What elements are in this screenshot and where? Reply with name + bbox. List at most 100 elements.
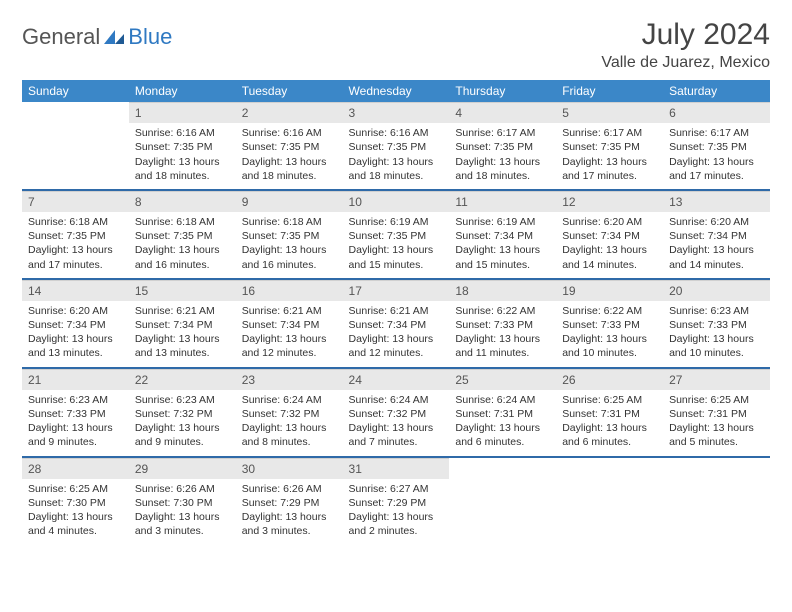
day-body: Sunrise: 6:20 AMSunset: 7:34 PMDaylight:… xyxy=(556,212,663,278)
sunset-text: Sunset: 7:34 PM xyxy=(349,318,444,332)
daylight-line2: and 2 minutes. xyxy=(349,524,444,538)
day-header: Thursday xyxy=(449,80,556,102)
sunset-text: Sunset: 7:35 PM xyxy=(669,140,764,154)
sunrise-text: Sunrise: 6:25 AM xyxy=(28,482,123,496)
day-number-cell: 3 xyxy=(343,102,450,123)
day-number-cell: 24 xyxy=(343,368,450,390)
sunset-text: Sunset: 7:35 PM xyxy=(242,140,337,154)
day-body-cell: Sunrise: 6:19 AMSunset: 7:35 PMDaylight:… xyxy=(343,212,450,279)
day-number-cell: 9 xyxy=(236,190,343,212)
day-number-cell: 18 xyxy=(449,279,556,301)
day-number: 3 xyxy=(343,102,450,123)
sunrise-text: Sunrise: 6:19 AM xyxy=(349,215,444,229)
day-number: 23 xyxy=(236,369,343,390)
day-body-cell: Sunrise: 6:22 AMSunset: 7:33 PMDaylight:… xyxy=(556,301,663,368)
day-body: Sunrise: 6:23 AMSunset: 7:33 PMDaylight:… xyxy=(663,301,770,367)
day-body: Sunrise: 6:17 AMSunset: 7:35 PMDaylight:… xyxy=(663,123,770,189)
daylight-line1: Daylight: 13 hours xyxy=(349,155,444,169)
day-body: Sunrise: 6:21 AMSunset: 7:34 PMDaylight:… xyxy=(343,301,450,367)
page-header: General Blue July 2024 Valle de Juarez, … xyxy=(22,18,770,72)
day-number-cell: 26 xyxy=(556,368,663,390)
week-number-row: 14151617181920 xyxy=(22,279,770,301)
day-body: Sunrise: 6:19 AMSunset: 7:35 PMDaylight:… xyxy=(343,212,450,278)
daylight-line1: Daylight: 13 hours xyxy=(135,155,230,169)
sunrise-text: Sunrise: 6:26 AM xyxy=(242,482,337,496)
day-number-cell xyxy=(449,457,556,479)
day-body xyxy=(556,479,663,537)
day-header-row: Sunday Monday Tuesday Wednesday Thursday… xyxy=(22,80,770,102)
sunrise-text: Sunrise: 6:25 AM xyxy=(669,393,764,407)
day-number-cell: 11 xyxy=(449,190,556,212)
day-number-cell: 29 xyxy=(129,457,236,479)
day-body: Sunrise: 6:22 AMSunset: 7:33 PMDaylight:… xyxy=(556,301,663,367)
sunrise-text: Sunrise: 6:22 AM xyxy=(562,304,657,318)
logo-mark-icon xyxy=(104,26,126,49)
day-body: Sunrise: 6:18 AMSunset: 7:35 PMDaylight:… xyxy=(22,212,129,278)
daylight-line1: Daylight: 13 hours xyxy=(135,332,230,346)
day-number-cell: 1 xyxy=(129,102,236,123)
sunrise-text: Sunrise: 6:20 AM xyxy=(669,215,764,229)
day-number-cell: 15 xyxy=(129,279,236,301)
sunset-text: Sunset: 7:34 PM xyxy=(455,229,550,243)
week-number-row: 78910111213 xyxy=(22,190,770,212)
daylight-line2: and 16 minutes. xyxy=(135,258,230,272)
day-body-cell: Sunrise: 6:18 AMSunset: 7:35 PMDaylight:… xyxy=(129,212,236,279)
day-number: 26 xyxy=(556,369,663,390)
sunrise-text: Sunrise: 6:23 AM xyxy=(135,393,230,407)
day-body-cell: Sunrise: 6:24 AMSunset: 7:32 PMDaylight:… xyxy=(343,390,450,457)
sunset-text: Sunset: 7:29 PM xyxy=(242,496,337,510)
daylight-line1: Daylight: 13 hours xyxy=(135,510,230,524)
daylight-line1: Daylight: 13 hours xyxy=(562,332,657,346)
day-body-cell xyxy=(22,123,129,190)
day-body: Sunrise: 6:24 AMSunset: 7:31 PMDaylight:… xyxy=(449,390,556,456)
day-header: Friday xyxy=(556,80,663,102)
day-number: 17 xyxy=(343,280,450,301)
daylight-line2: and 14 minutes. xyxy=(669,258,764,272)
daylight-line2: and 11 minutes. xyxy=(455,346,550,360)
day-body-cell: Sunrise: 6:16 AMSunset: 7:35 PMDaylight:… xyxy=(129,123,236,190)
title-block: July 2024 Valle de Juarez, Mexico xyxy=(601,18,770,72)
daylight-line1: Daylight: 13 hours xyxy=(28,332,123,346)
daylight-line1: Daylight: 13 hours xyxy=(562,243,657,257)
day-body-cell: Sunrise: 6:22 AMSunset: 7:33 PMDaylight:… xyxy=(449,301,556,368)
day-number: 11 xyxy=(449,191,556,212)
day-number-cell: 7 xyxy=(22,190,129,212)
day-body: Sunrise: 6:19 AMSunset: 7:34 PMDaylight:… xyxy=(449,212,556,278)
day-number: 15 xyxy=(129,280,236,301)
day-body-cell: Sunrise: 6:24 AMSunset: 7:31 PMDaylight:… xyxy=(449,390,556,457)
daylight-line2: and 12 minutes. xyxy=(242,346,337,360)
daylight-line2: and 18 minutes. xyxy=(349,169,444,183)
sunset-text: Sunset: 7:34 PM xyxy=(242,318,337,332)
sunset-text: Sunset: 7:29 PM xyxy=(349,496,444,510)
week-body-row: Sunrise: 6:23 AMSunset: 7:33 PMDaylight:… xyxy=(22,390,770,457)
daylight-line1: Daylight: 13 hours xyxy=(455,421,550,435)
day-number-cell: 2 xyxy=(236,102,343,123)
day-body: Sunrise: 6:24 AMSunset: 7:32 PMDaylight:… xyxy=(236,390,343,456)
day-body-cell: Sunrise: 6:20 AMSunset: 7:34 PMDaylight:… xyxy=(22,301,129,368)
daylight-line1: Daylight: 13 hours xyxy=(242,155,337,169)
sunset-text: Sunset: 7:35 PM xyxy=(562,140,657,154)
day-number: 28 xyxy=(22,458,129,479)
daylight-line1: Daylight: 13 hours xyxy=(562,421,657,435)
title-location: Valle de Juarez, Mexico xyxy=(601,54,770,72)
daylight-line2: and 4 minutes. xyxy=(28,524,123,538)
day-body-cell xyxy=(663,479,770,545)
day-body-cell: Sunrise: 6:17 AMSunset: 7:35 PMDaylight:… xyxy=(449,123,556,190)
daylight-line2: and 18 minutes. xyxy=(242,169,337,183)
day-body-cell xyxy=(449,479,556,545)
daylight-line2: and 9 minutes. xyxy=(28,435,123,449)
day-number-cell: 30 xyxy=(236,457,343,479)
sunset-text: Sunset: 7:33 PM xyxy=(669,318,764,332)
daylight-line1: Daylight: 13 hours xyxy=(349,332,444,346)
day-number: 8 xyxy=(129,191,236,212)
day-body-cell: Sunrise: 6:25 AMSunset: 7:31 PMDaylight:… xyxy=(556,390,663,457)
sunrise-text: Sunrise: 6:25 AM xyxy=(562,393,657,407)
day-number-cell: 16 xyxy=(236,279,343,301)
sunset-text: Sunset: 7:30 PM xyxy=(135,496,230,510)
day-number: 12 xyxy=(556,191,663,212)
sunset-text: Sunset: 7:30 PM xyxy=(28,496,123,510)
daylight-line2: and 17 minutes. xyxy=(28,258,123,272)
day-number: 29 xyxy=(129,458,236,479)
day-body xyxy=(663,479,770,537)
day-body: Sunrise: 6:23 AMSunset: 7:33 PMDaylight:… xyxy=(22,390,129,456)
